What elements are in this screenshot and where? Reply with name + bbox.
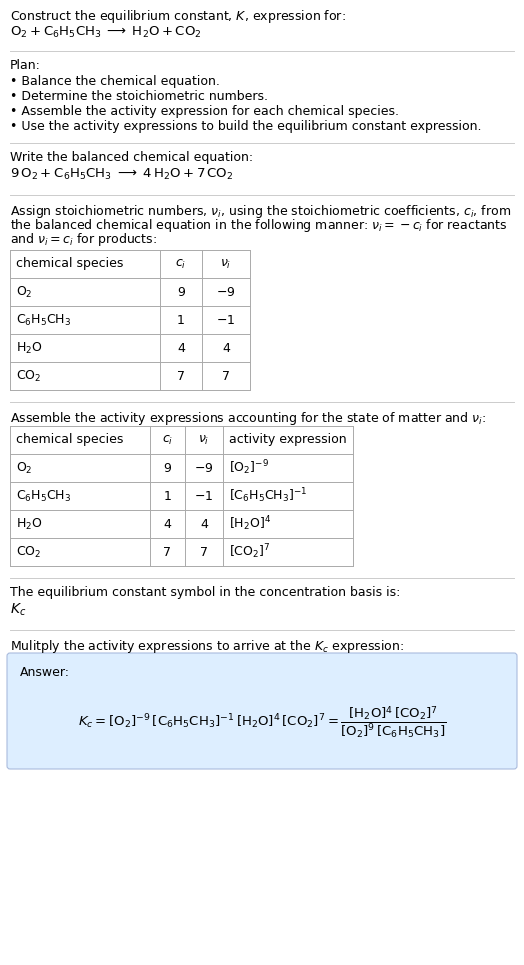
Text: $\mathrm{O_2}$: $\mathrm{O_2}$ (16, 285, 32, 299)
Text: activity expression: activity expression (229, 433, 346, 447)
Text: The equilibrium constant symbol in the concentration basis is:: The equilibrium constant symbol in the c… (10, 586, 400, 599)
Text: $c_i$: $c_i$ (162, 433, 173, 447)
Text: Mulitply the activity expressions to arrive at the $K_c$ expression:: Mulitply the activity expressions to arr… (10, 638, 405, 655)
Text: 4: 4 (177, 342, 185, 354)
Text: the balanced chemical equation in the following manner: $\nu_i = -c_i$ for react: the balanced chemical equation in the fo… (10, 217, 507, 234)
Text: chemical species: chemical species (16, 258, 123, 270)
Text: $\mathrm{9\,O_2 + C_6H_5CH_3 \;\longrightarrow\; 4\,H_2O + 7\,CO_2}$: $\mathrm{9\,O_2 + C_6H_5CH_3 \;\longrigh… (10, 167, 233, 182)
Text: $\mathrm{CO_2}$: $\mathrm{CO_2}$ (16, 369, 41, 383)
Text: • Balance the chemical equation.: • Balance the chemical equation. (10, 75, 220, 88)
Text: $c_i$: $c_i$ (176, 258, 187, 270)
Text: $\mathrm{C_6H_5CH_3}$: $\mathrm{C_6H_5CH_3}$ (16, 488, 71, 504)
Text: 7: 7 (163, 545, 171, 559)
Text: Assign stoichiometric numbers, $\nu_i$, using the stoichiometric coefficients, $: Assign stoichiometric numbers, $\nu_i$, … (10, 203, 511, 220)
Text: $\nu_i$: $\nu_i$ (198, 433, 210, 447)
Text: $\mathrm{O_2 + C_6H_5CH_3 \;\longrightarrow\; H_2O + CO_2}$: $\mathrm{O_2 + C_6H_5CH_3 \;\longrightar… (10, 25, 202, 41)
Text: 9: 9 (177, 286, 185, 298)
Text: • Assemble the activity expression for each chemical species.: • Assemble the activity expression for e… (10, 105, 399, 118)
Text: • Determine the stoichiometric numbers.: • Determine the stoichiometric numbers. (10, 90, 268, 103)
Text: $[\mathrm{H_2O}]^{4}$: $[\mathrm{H_2O}]^{4}$ (229, 514, 271, 534)
Text: $[\mathrm{CO_2}]^{7}$: $[\mathrm{CO_2}]^{7}$ (229, 542, 270, 562)
Text: Assemble the activity expressions accounting for the state of matter and $\nu_i$: Assemble the activity expressions accoun… (10, 410, 486, 427)
Text: $-1$: $-1$ (216, 314, 236, 326)
Text: Answer:: Answer: (20, 666, 70, 679)
Text: $\mathrm{H_2O}$: $\mathrm{H_2O}$ (16, 341, 42, 355)
Text: Construct the equilibrium constant, $K$, expression for:: Construct the equilibrium constant, $K$,… (10, 8, 346, 25)
Text: and $\nu_i = c_i$ for products:: and $\nu_i = c_i$ for products: (10, 231, 157, 248)
Text: 1: 1 (163, 489, 171, 503)
Text: 1: 1 (177, 314, 185, 326)
Text: $K_c = [\mathrm{O_2}]^{-9}\,[\mathrm{C_6H_5CH_3}]^{-1}\,[\mathrm{H_2O}]^{4}\,[\m: $K_c = [\mathrm{O_2}]^{-9}\,[\mathrm{C_6… (78, 705, 446, 741)
Text: • Use the activity expressions to build the equilibrium constant expression.: • Use the activity expressions to build … (10, 120, 482, 133)
Text: $\nu_i$: $\nu_i$ (220, 258, 232, 270)
Text: $-9$: $-9$ (216, 286, 236, 298)
Text: 4: 4 (200, 517, 208, 531)
Text: $[\mathrm{O_2}]^{-9}$: $[\mathrm{O_2}]^{-9}$ (229, 458, 269, 478)
Text: $\mathrm{CO_2}$: $\mathrm{CO_2}$ (16, 544, 41, 560)
Text: $K_c$: $K_c$ (10, 602, 26, 619)
Text: 4: 4 (222, 342, 230, 354)
Text: $[\mathrm{C_6H_5CH_3}]^{-1}$: $[\mathrm{C_6H_5CH_3}]^{-1}$ (229, 486, 307, 506)
Text: $\mathrm{C_6H_5CH_3}$: $\mathrm{C_6H_5CH_3}$ (16, 313, 71, 327)
Text: chemical species: chemical species (16, 433, 123, 447)
Text: $\mathrm{H_2O}$: $\mathrm{H_2O}$ (16, 516, 42, 532)
Text: 9: 9 (163, 461, 171, 475)
Text: Plan:: Plan: (10, 59, 41, 72)
Text: 7: 7 (222, 370, 230, 382)
Text: 7: 7 (177, 370, 185, 382)
Text: 7: 7 (200, 545, 208, 559)
FancyBboxPatch shape (7, 653, 517, 769)
Text: $-1$: $-1$ (194, 489, 214, 503)
Text: $\mathrm{O_2}$: $\mathrm{O_2}$ (16, 460, 32, 476)
Text: $-9$: $-9$ (194, 461, 214, 475)
Text: 4: 4 (163, 517, 171, 531)
Text: Write the balanced chemical equation:: Write the balanced chemical equation: (10, 151, 253, 164)
